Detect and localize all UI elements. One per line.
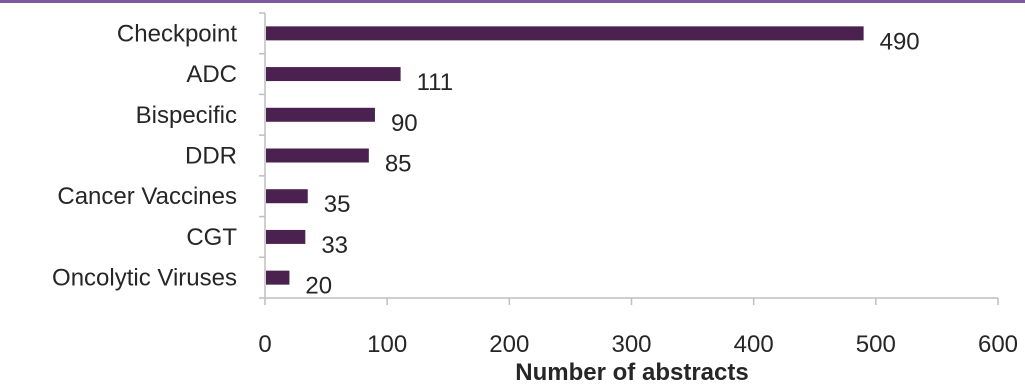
x-tick-label: 300 [611,331,651,358]
top-accent-line [0,0,1025,3]
x-tick-label: 400 [734,331,774,358]
category-label: CGT [186,224,237,251]
data-label: 33 [321,232,348,259]
category-label: Oncolytic Viruses [52,265,237,292]
category-labels: Checkpoint ADC Bispecific DDR Cancer Vaccine… [52,20,237,291]
category-label: Bispecific [136,102,237,129]
x-tick-labels: 0 100 200 300 400 500 600 [258,331,1018,358]
x-tick-label: 100 [367,331,407,358]
category-label: Cancer Vaccines [57,183,237,210]
data-label: 490 [880,28,920,55]
data-label: 85 [385,151,412,178]
bar [266,67,401,82]
data-label: 20 [305,273,332,300]
bar [266,270,290,285]
chart-axes [259,12,999,305]
value-labels: 490 111 90 85 35 33 20 [305,28,919,299]
category-label: ADC [186,61,237,88]
bar [266,148,369,163]
x-tick-label: 200 [489,331,529,358]
category-label: Checkpoint [117,20,237,47]
category-label: DDR [185,143,237,170]
x-tick-label: 600 [978,331,1018,358]
bar [266,229,306,244]
bar [266,107,375,122]
bars-group [266,26,864,285]
bar [266,189,308,204]
bar [266,26,864,41]
data-label: 35 [324,191,351,218]
x-tick-label: 500 [856,331,896,358]
data-label: 111 [417,69,453,96]
x-tick-label: 0 [258,331,271,358]
data-label: 90 [391,110,418,137]
x-axis-label: Number of abstracts [515,359,748,386]
